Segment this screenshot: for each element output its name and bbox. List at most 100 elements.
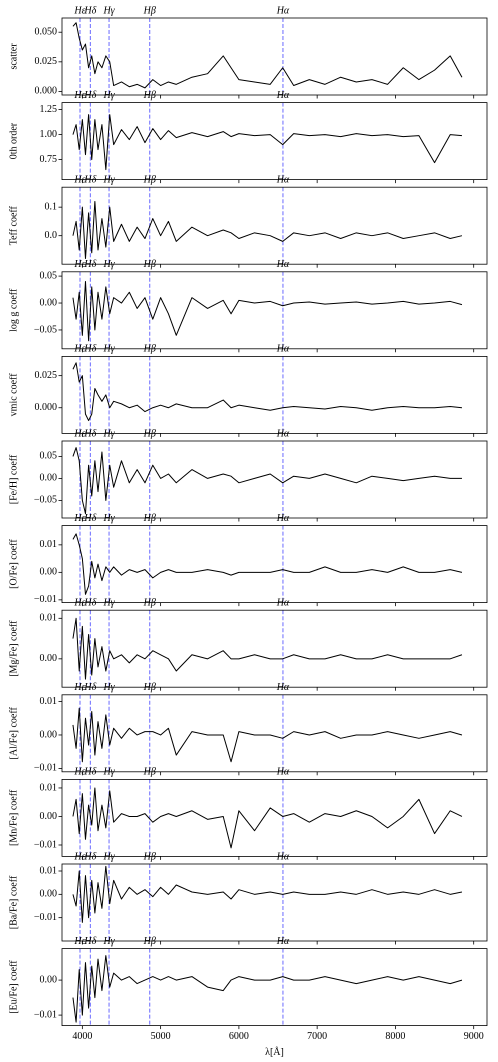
spectrum-line: [72, 865, 463, 923]
x-tick-label: 9000: [464, 1031, 484, 1042]
y-tick-label: −0.01: [34, 763, 57, 774]
y-axis-label: scatter: [8, 43, 19, 70]
reference-label: Hε: [73, 682, 85, 693]
reference-label: Hα: [276, 344, 290, 355]
reference-label: Hδ: [83, 344, 96, 355]
reference-label: Hε: [73, 5, 85, 16]
reference-label: Hγ: [102, 174, 115, 185]
y-tick-label: 0.01: [40, 696, 58, 707]
y-tick-label: 0.0: [45, 230, 58, 241]
y-tick-label: 0.00: [40, 473, 58, 484]
reference-label: Hγ: [102, 259, 115, 270]
spectrum-line: [72, 707, 463, 763]
reference-label: Hα: [276, 767, 290, 778]
reference-label: Hβ: [143, 513, 156, 524]
reference-label: Hα: [276, 90, 290, 101]
y-tick-label: 0.05: [40, 270, 58, 281]
plot-frame: [61, 440, 488, 519]
reference-label: Hβ: [143, 5, 156, 16]
reference-label: Hδ: [83, 851, 96, 862]
reference-label: Hα: [276, 936, 290, 947]
y-tick-label: 0.00: [40, 297, 58, 308]
y-tick-label: 0.00: [40, 729, 58, 740]
y-tick-label: −0.05: [34, 324, 57, 335]
reference-label: Hα: [276, 851, 290, 862]
reference-label: Hγ: [102, 851, 115, 862]
reference-label: Hε: [73, 428, 85, 439]
y-axis-label: 0th order: [8, 122, 19, 159]
y-axis-label: vmic coeff: [8, 373, 19, 417]
y-tick-label: 0.025: [35, 56, 58, 67]
y-axis-label: [Eu/Fe] coeff: [8, 960, 19, 1014]
reference-label: Hβ: [143, 259, 156, 270]
y-tick-label: 0.00: [40, 974, 58, 985]
reference-label: Hγ: [102, 90, 115, 101]
spectrum-line: [72, 447, 462, 515]
reference-label: Hε: [73, 259, 85, 270]
reference-label: Hα: [276, 174, 290, 185]
y-tick-label: −0.01: [34, 594, 57, 605]
y-axis-label: [Fe/H] coeff: [8, 454, 19, 504]
reference-label: Hδ: [83, 682, 96, 693]
reference-label: Hβ: [143, 851, 156, 862]
reference-label: Hε: [73, 767, 85, 778]
y-axis-label: log g coeff: [8, 288, 19, 332]
reference-label: Hε: [73, 597, 85, 608]
x-tick-label: 5000: [151, 1031, 171, 1042]
plot-frame: [61, 694, 488, 773]
spectrum-line: [72, 787, 463, 849]
plot-frame: [61, 102, 488, 180]
spectrum-line: [72, 22, 463, 89]
reference-label: Hβ: [143, 682, 156, 693]
plot-frame: [61, 948, 488, 1026]
y-tick-label: 0.050: [35, 27, 58, 38]
plot-frame: [61, 863, 488, 942]
plot-frame: [61, 271, 488, 350]
y-tick-label: 0.01: [40, 865, 58, 876]
spectrum-line: [72, 617, 463, 680]
x-tick-label: 8000: [385, 1031, 405, 1042]
reference-label: Hβ: [143, 428, 156, 439]
spectrum-line: [72, 280, 463, 342]
y-axis-label: [O/Fe] coeff: [8, 539, 19, 589]
y-axis-label: [Al/Fe] coeff: [8, 706, 19, 759]
reference-label: Hδ: [83, 428, 96, 439]
y-tick-label: 0.00: [40, 889, 58, 900]
plot-frame: [61, 525, 488, 603]
y-axis-label: [Mg/Fe] coeff: [8, 620, 19, 677]
reference-label: Hα: [276, 682, 290, 693]
plot-frame: [61, 355, 488, 434]
reference-label: Hα: [276, 5, 290, 16]
reference-label: Hε: [73, 344, 85, 355]
y-tick-label: 1.25: [40, 104, 58, 115]
spectrum-line: [72, 362, 463, 422]
y-tick-label: 0.05: [40, 451, 58, 462]
y-tick-label: 0.000: [35, 402, 58, 413]
reference-label: Hβ: [143, 936, 156, 947]
reference-label: Hγ: [102, 936, 115, 947]
reference-label: Hβ: [143, 767, 156, 778]
reference-label: Hγ: [102, 344, 115, 355]
reference-label: Hδ: [83, 174, 96, 185]
y-tick-label: 0.000: [35, 86, 58, 97]
reference-label: Hγ: [102, 682, 115, 693]
y-axis-label: [Ba/Fe] coeff: [8, 875, 19, 929]
y-axis-label: [Mn/Fe] coeff: [8, 789, 19, 846]
reference-label: Hε: [73, 513, 85, 524]
y-tick-label: −0.01: [34, 839, 57, 850]
reference-label: Hε: [73, 851, 85, 862]
reference-label: Hα: [276, 513, 290, 524]
reference-label: Hδ: [83, 90, 96, 101]
reference-label: Hε: [73, 936, 85, 947]
y-tick-label: 1.00: [40, 129, 58, 140]
spectrum-line: [72, 114, 462, 171]
y-tick-label: −0.05: [34, 495, 57, 506]
spectrum-line: [72, 533, 463, 595]
y-axis-label: Teff coeff: [8, 205, 19, 245]
reference-label: Hε: [73, 90, 85, 101]
x-tick-label: 6000: [229, 1031, 249, 1042]
reference-label: Hγ: [102, 5, 115, 16]
reference-label: Hδ: [83, 513, 96, 524]
